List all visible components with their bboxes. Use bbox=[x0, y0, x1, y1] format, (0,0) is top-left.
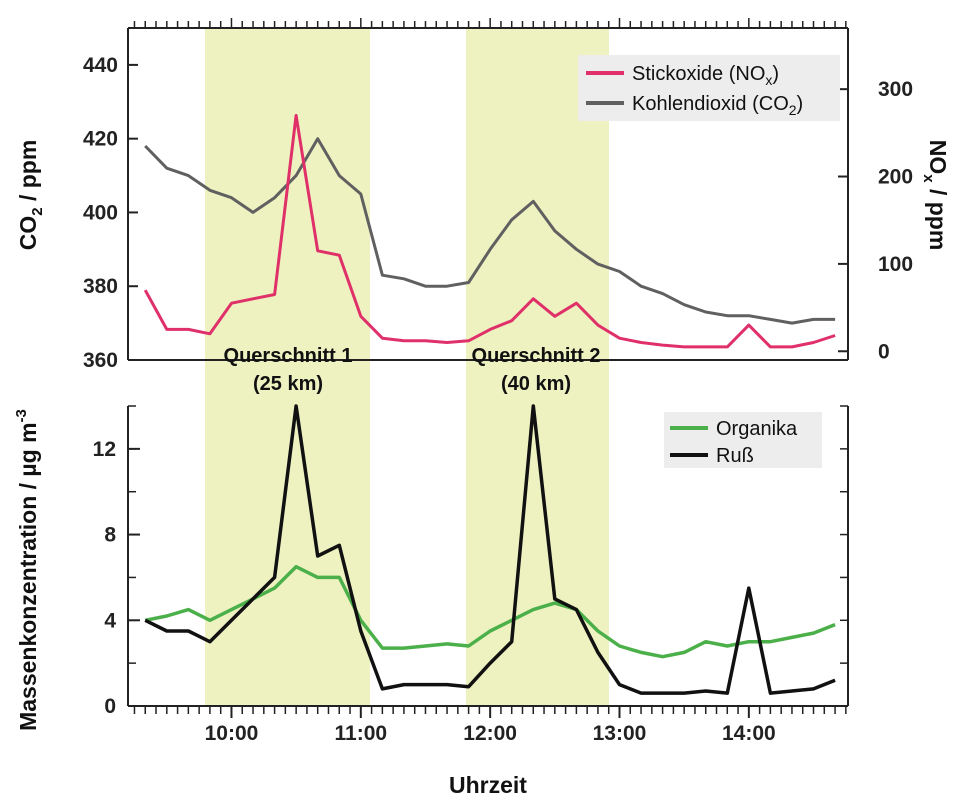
y-tick-label-nox: 200 bbox=[878, 166, 913, 189]
top-legend-box bbox=[578, 55, 840, 121]
y-tick-label-nox: 0 bbox=[878, 340, 890, 363]
co2-axis-sub: 2 bbox=[29, 207, 46, 215]
co2-axis-rest: / ppm bbox=[15, 140, 41, 208]
y-tick-label-co2: 380 bbox=[83, 275, 118, 298]
annotation-querschnitt-2: Querschnitt 2 (40 km) bbox=[472, 345, 601, 395]
mass-axis-main: Massenkonzentration / µg m bbox=[15, 422, 41, 730]
nox-axis-sub: x bbox=[920, 174, 937, 183]
legend-co2-pre: Kohlendioxid (CO bbox=[632, 93, 789, 115]
nox-axis-main: NO bbox=[925, 140, 951, 175]
tick-labels: 10:00 11:00 12:00 13:00 14:00360380400420440… bbox=[83, 54, 913, 745]
top-legend: Stickoxide (NOx) Kohlendioxid (CO2) bbox=[578, 55, 840, 121]
y-tick-label-nox: 300 bbox=[878, 78, 913, 101]
bottom-y-axis-title: Massenkonzentration / µg m-3 bbox=[13, 409, 41, 731]
annotation-1-line2: (25 km) bbox=[253, 373, 323, 395]
x-axis-title: Uhrzeit bbox=[449, 772, 527, 798]
y-tick-label-co2: 420 bbox=[83, 128, 118, 151]
top-right-axis-title: NOx / ppm bbox=[920, 140, 951, 251]
legend-label-russ: Ruß bbox=[716, 445, 754, 467]
series-line-russ bbox=[144, 404, 836, 695]
bottom-legend-box bbox=[664, 412, 822, 468]
mass-axis-sup: -3 bbox=[13, 409, 30, 422]
x-tick-label: 11:00 bbox=[335, 722, 388, 745]
series-line-nox bbox=[143, 113, 836, 349]
co2-axis-main: CO bbox=[15, 216, 41, 251]
legend-label-co2: Kohlendioxid (CO2) bbox=[632, 93, 803, 118]
top-left-axis-title: CO2 / ppm bbox=[15, 140, 46, 251]
top-series-layer bbox=[143, 113, 836, 349]
legend-label-organika: Organika bbox=[716, 418, 798, 440]
y-tick-label-co2: 400 bbox=[83, 201, 118, 224]
y-tick-label-mass: 12 bbox=[93, 438, 116, 461]
x-tick-label: 13:00 bbox=[593, 722, 647, 745]
legend-nox-post: ) bbox=[772, 63, 779, 85]
tick-marks bbox=[128, 18, 848, 718]
legend-co2-post: ) bbox=[797, 93, 804, 115]
legend-label-nox: Stickoxide (NOx) bbox=[632, 63, 779, 88]
series-line-organika bbox=[144, 564, 836, 659]
annotation-querschnitt-1: Querschnitt 1 (25 km) bbox=[224, 345, 353, 395]
bottom-legend: Organika Ruß bbox=[664, 412, 822, 468]
legend-nox-pre: Stickoxide (NO bbox=[632, 63, 765, 85]
legend-co2-sub: 2 bbox=[789, 102, 797, 118]
band-querschnitt-1 bbox=[205, 28, 370, 706]
y-tick-label-mass: 8 bbox=[104, 524, 116, 547]
y-tick-label-mass: 0 bbox=[104, 695, 116, 718]
x-tick-label: 12:00 bbox=[463, 722, 517, 745]
y-tick-label-nox: 100 bbox=[878, 253, 913, 276]
legend-nox-sub: x bbox=[765, 72, 772, 88]
bottom-series-layer bbox=[144, 404, 836, 695]
x-tick-label: 14:00 bbox=[722, 722, 776, 745]
series-line-co2 bbox=[144, 137, 836, 325]
y-tick-label-co2: 360 bbox=[83, 349, 118, 372]
annotation-2-line2: (40 km) bbox=[501, 373, 571, 395]
band-querschnitt-2 bbox=[466, 28, 609, 706]
x-tick-label: 10:00 bbox=[205, 722, 259, 745]
annotation-1-line1: Querschnitt 1 bbox=[224, 345, 353, 367]
cross-section-bands bbox=[205, 28, 609, 706]
y-tick-label-co2: 440 bbox=[83, 54, 118, 77]
y-tick-label-mass: 4 bbox=[104, 609, 116, 632]
nox-axis-rest: / ppm bbox=[925, 183, 951, 251]
annotation-2-line1: Querschnitt 2 bbox=[472, 345, 601, 367]
